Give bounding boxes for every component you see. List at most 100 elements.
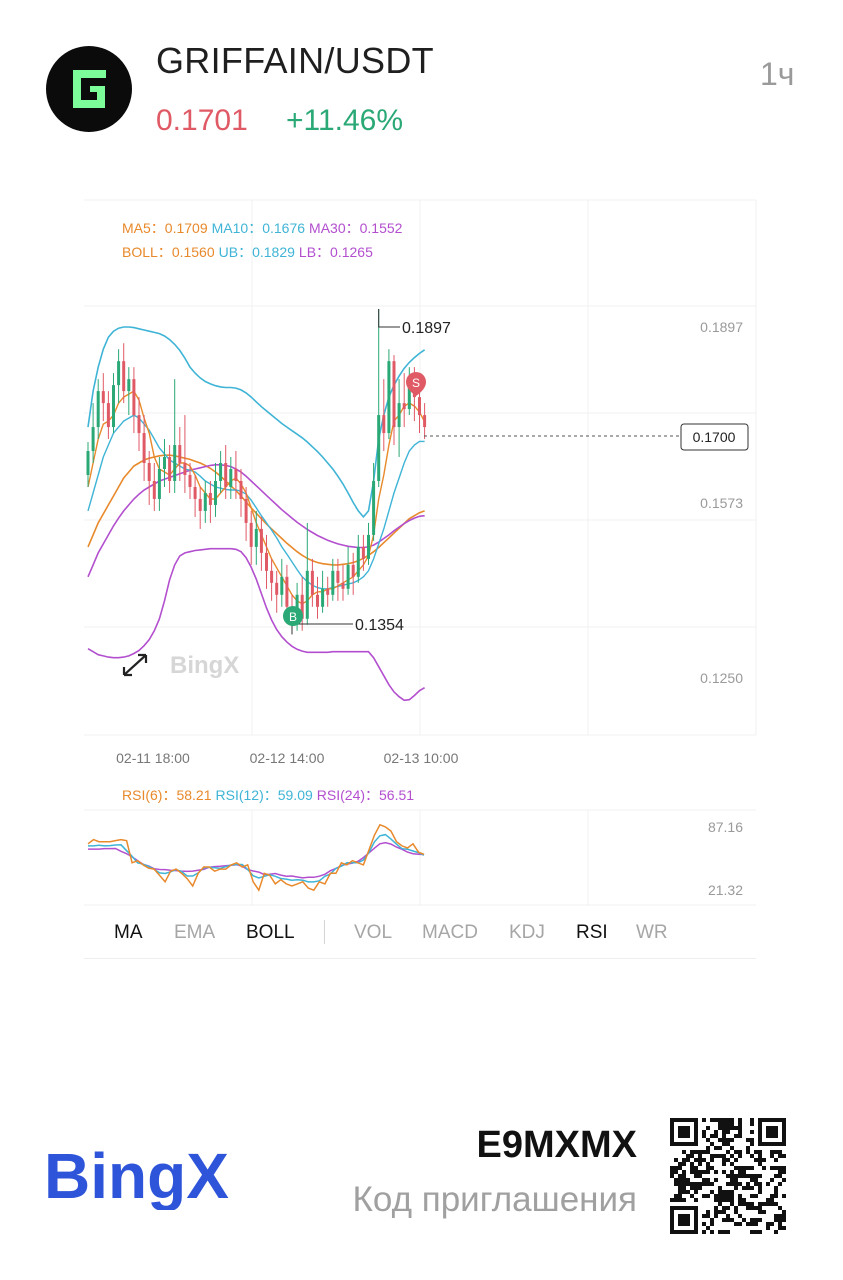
qr-module bbox=[734, 1206, 738, 1210]
tab-boll[interactable]: BOLL bbox=[246, 922, 295, 943]
qr-module bbox=[678, 1174, 682, 1178]
qr-module bbox=[750, 1138, 754, 1142]
qr-module bbox=[750, 1118, 754, 1122]
qr-module bbox=[682, 1170, 686, 1174]
qr-module bbox=[778, 1222, 782, 1226]
qr-module bbox=[690, 1154, 694, 1158]
coin-logo bbox=[46, 46, 132, 132]
qr-module bbox=[750, 1122, 754, 1126]
qr-module bbox=[718, 1154, 722, 1158]
qr-module bbox=[718, 1198, 722, 1202]
qr-module bbox=[702, 1170, 706, 1174]
qr-module bbox=[758, 1210, 762, 1214]
qr-module bbox=[718, 1186, 722, 1190]
candle-body bbox=[351, 564, 355, 577]
tab-ema[interactable]: EMA bbox=[174, 922, 216, 943]
qr-module bbox=[698, 1182, 702, 1186]
qr-module bbox=[718, 1126, 722, 1130]
current-price-box bbox=[680, 423, 749, 451]
qr-module bbox=[766, 1182, 770, 1186]
qr-module bbox=[694, 1150, 698, 1154]
qr-module bbox=[746, 1186, 750, 1190]
qr-module bbox=[706, 1182, 710, 1186]
qr-module bbox=[698, 1154, 702, 1158]
qr-module bbox=[722, 1138, 726, 1142]
interval-selector[interactable]: 1ч bbox=[760, 56, 795, 92]
qr-module bbox=[694, 1166, 698, 1170]
qr-module bbox=[718, 1190, 722, 1194]
qr-finder bbox=[766, 1126, 778, 1138]
qr-module bbox=[754, 1194, 758, 1198]
expand-icon[interactable] bbox=[122, 653, 148, 677]
qr-module bbox=[710, 1158, 714, 1162]
candle-body bbox=[168, 457, 172, 481]
qr-module bbox=[714, 1206, 718, 1210]
sell-marker[interactable]: S bbox=[406, 372, 426, 396]
qr-module bbox=[750, 1194, 754, 1198]
qr-module bbox=[738, 1126, 742, 1130]
candle-body bbox=[244, 498, 248, 523]
rsi-axis-label: 87.16 bbox=[708, 819, 743, 835]
qr-module bbox=[698, 1150, 702, 1154]
candle-body bbox=[198, 498, 202, 511]
qr-module bbox=[742, 1198, 746, 1202]
candle-body bbox=[387, 361, 391, 434]
qr-module bbox=[706, 1138, 710, 1142]
price-axis-label: 0.1573 bbox=[700, 495, 743, 511]
qr-module bbox=[746, 1150, 750, 1154]
qr-module bbox=[726, 1230, 730, 1234]
qr-module bbox=[678, 1166, 682, 1170]
qr-module bbox=[694, 1158, 698, 1162]
qr-module bbox=[714, 1146, 718, 1150]
tab-rsi[interactable]: RSI bbox=[576, 922, 608, 943]
tab-ma[interactable]: MA bbox=[114, 922, 143, 943]
qr-module bbox=[730, 1182, 734, 1186]
qr-module bbox=[758, 1162, 762, 1166]
time-axis-label: 02-13 10:00 bbox=[384, 750, 459, 766]
candle-body bbox=[132, 379, 136, 416]
qr-module bbox=[698, 1174, 702, 1178]
buy-marker[interactable]: B bbox=[283, 606, 303, 626]
qr-module bbox=[710, 1222, 714, 1226]
qr-module bbox=[678, 1178, 682, 1182]
qr-module bbox=[694, 1186, 698, 1190]
ma10-label: MA10： bbox=[212, 220, 263, 236]
tab-wr[interactable]: WR bbox=[636, 922, 668, 943]
qr-module bbox=[754, 1222, 758, 1226]
qr-module bbox=[734, 1178, 738, 1182]
candle-body bbox=[265, 552, 268, 571]
tab-kdj[interactable]: KDJ bbox=[509, 922, 545, 943]
qr-module bbox=[734, 1166, 738, 1170]
tab-vol[interactable]: VOL bbox=[354, 922, 393, 943]
qr-code-icon bbox=[670, 1118, 786, 1234]
chart-grid bbox=[84, 199, 757, 906]
lb-label: LB： bbox=[299, 244, 330, 260]
kline-chart[interactable]: MA5：0.1709 MA10：0.1676 MA30：0.1552 BOLL：0.… bbox=[0, 190, 843, 910]
qr-module bbox=[730, 1126, 734, 1130]
rsi6-value: 58.21 bbox=[176, 787, 211, 803]
qr-module bbox=[758, 1202, 762, 1206]
qr-module bbox=[730, 1174, 734, 1178]
rsi6-label: RSI(6)： bbox=[122, 787, 176, 803]
qr-module bbox=[758, 1182, 762, 1186]
qr-module bbox=[754, 1230, 758, 1234]
qr-module bbox=[730, 1202, 734, 1206]
qr-module bbox=[738, 1170, 742, 1174]
qr-module bbox=[722, 1154, 726, 1158]
candle-body bbox=[305, 570, 309, 619]
candle-body bbox=[402, 403, 406, 410]
qr-module bbox=[730, 1198, 734, 1202]
tab-macd[interactable]: MACD bbox=[422, 922, 478, 943]
qr-module bbox=[762, 1202, 766, 1206]
qr-module bbox=[738, 1214, 742, 1218]
qr-module bbox=[750, 1142, 754, 1146]
qr-module bbox=[674, 1178, 678, 1182]
qr-module bbox=[674, 1182, 678, 1186]
qr-module bbox=[734, 1210, 738, 1214]
qr-module bbox=[702, 1134, 706, 1138]
rsi12-line bbox=[88, 833, 425, 883]
qr-module bbox=[706, 1150, 710, 1154]
qr-module bbox=[774, 1194, 778, 1198]
bingx-logo-icon: BingX bbox=[44, 1140, 229, 1212]
qr-module bbox=[754, 1218, 758, 1222]
